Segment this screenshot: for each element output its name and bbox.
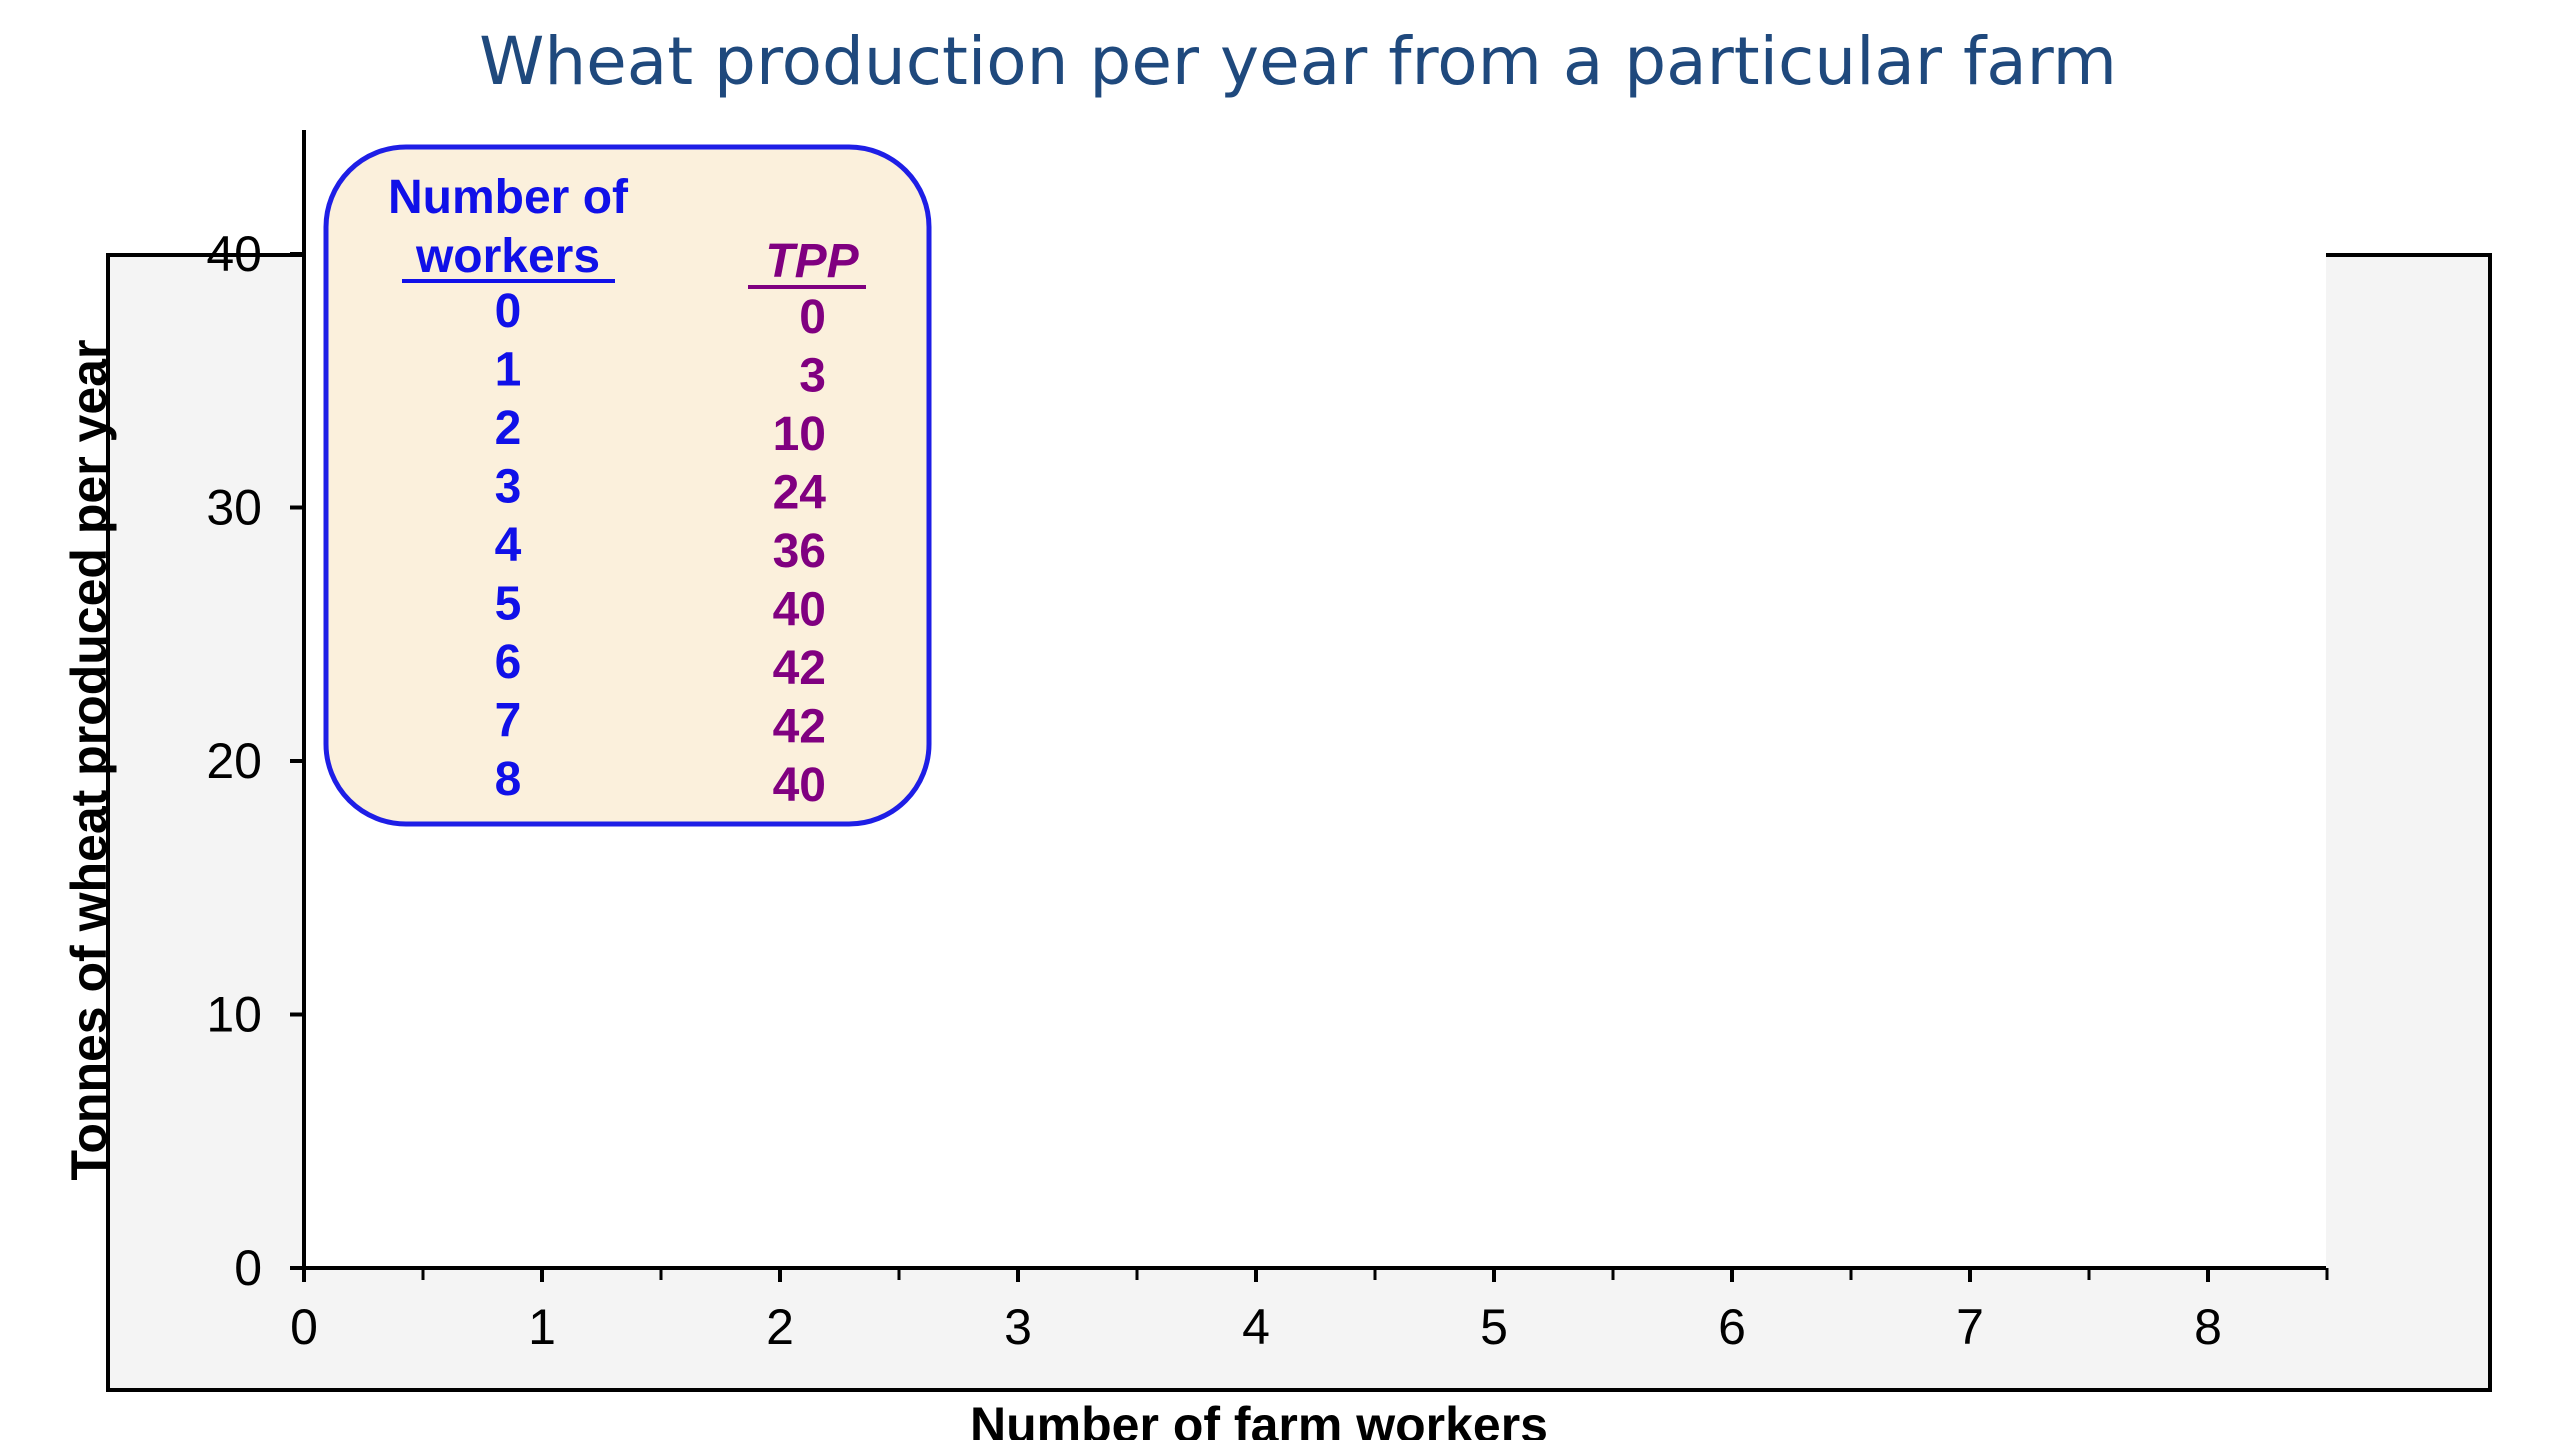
table-cell-workers: 2 [495, 402, 522, 455]
y-tick-label: 40 [206, 226, 262, 282]
x-tick-label: 1 [528, 1299, 556, 1355]
table-cell-tpp: 42 [773, 642, 826, 695]
y-tick-label: 0 [234, 1240, 262, 1296]
x-tick-label: 8 [2194, 1299, 2222, 1355]
page-title: Wheat production per year from a particu… [479, 23, 2117, 100]
x-tick-label: 3 [1004, 1299, 1032, 1355]
table-cell-tpp: 40 [773, 584, 826, 637]
table-cell-tpp: 42 [773, 701, 826, 754]
table-cell-tpp: 24 [773, 467, 827, 520]
table-cell-tpp: 40 [773, 759, 826, 812]
x-tick-label: 2 [766, 1299, 794, 1355]
x-axis-title: Number of farm workers [970, 1397, 1548, 1440]
x-axis-ticks: 0 1 2 3 4 5 6 7 8 [290, 1268, 2329, 1355]
table-cell-workers: 0 [495, 285, 522, 338]
table-rows: 0 01 32 103 244 365 406 427 428 40 [495, 285, 827, 812]
table-cell-workers: 4 [495, 519, 522, 572]
table-cell-tpp: 0 [799, 291, 826, 344]
data-table-box [323, 144, 932, 827]
y-tick-label: 10 [206, 987, 262, 1043]
table-cell-tpp: 10 [773, 408, 826, 461]
table-cell-workers: 6 [495, 636, 522, 689]
table-header-workers-line1: Number of [388, 171, 629, 224]
y-axis-ticks: 0 10 20 30 40 [206, 226, 304, 1296]
table-cell-workers: 5 [495, 578, 522, 631]
table-cell-tpp: 36 [773, 525, 826, 578]
y-tick-label: 30 [206, 480, 262, 536]
y-axis-title: Tonnes of wheat produced per year [61, 340, 117, 1181]
table-cell-workers: 1 [495, 344, 522, 397]
table-header-workers-line2: workers [415, 230, 600, 283]
table-cell-workers: 8 [495, 753, 522, 806]
x-tick-label: 5 [1480, 1299, 1508, 1355]
x-tick-label: 7 [1956, 1299, 1984, 1355]
x-tick-label: 6 [1718, 1299, 1746, 1355]
x-tick-label: 4 [1242, 1299, 1270, 1355]
data-table: Number of workers TPP 0 01 32 103 244 365 406 4… [323, 144, 932, 827]
table-header-tpp: TPP [765, 235, 859, 288]
table-cell-workers: 7 [495, 695, 522, 748]
y-tick-label: 20 [206, 733, 262, 789]
table-cell-tpp: 3 [799, 350, 826, 403]
table-cell-workers: 3 [495, 461, 522, 514]
x-tick-label: 0 [290, 1299, 318, 1355]
